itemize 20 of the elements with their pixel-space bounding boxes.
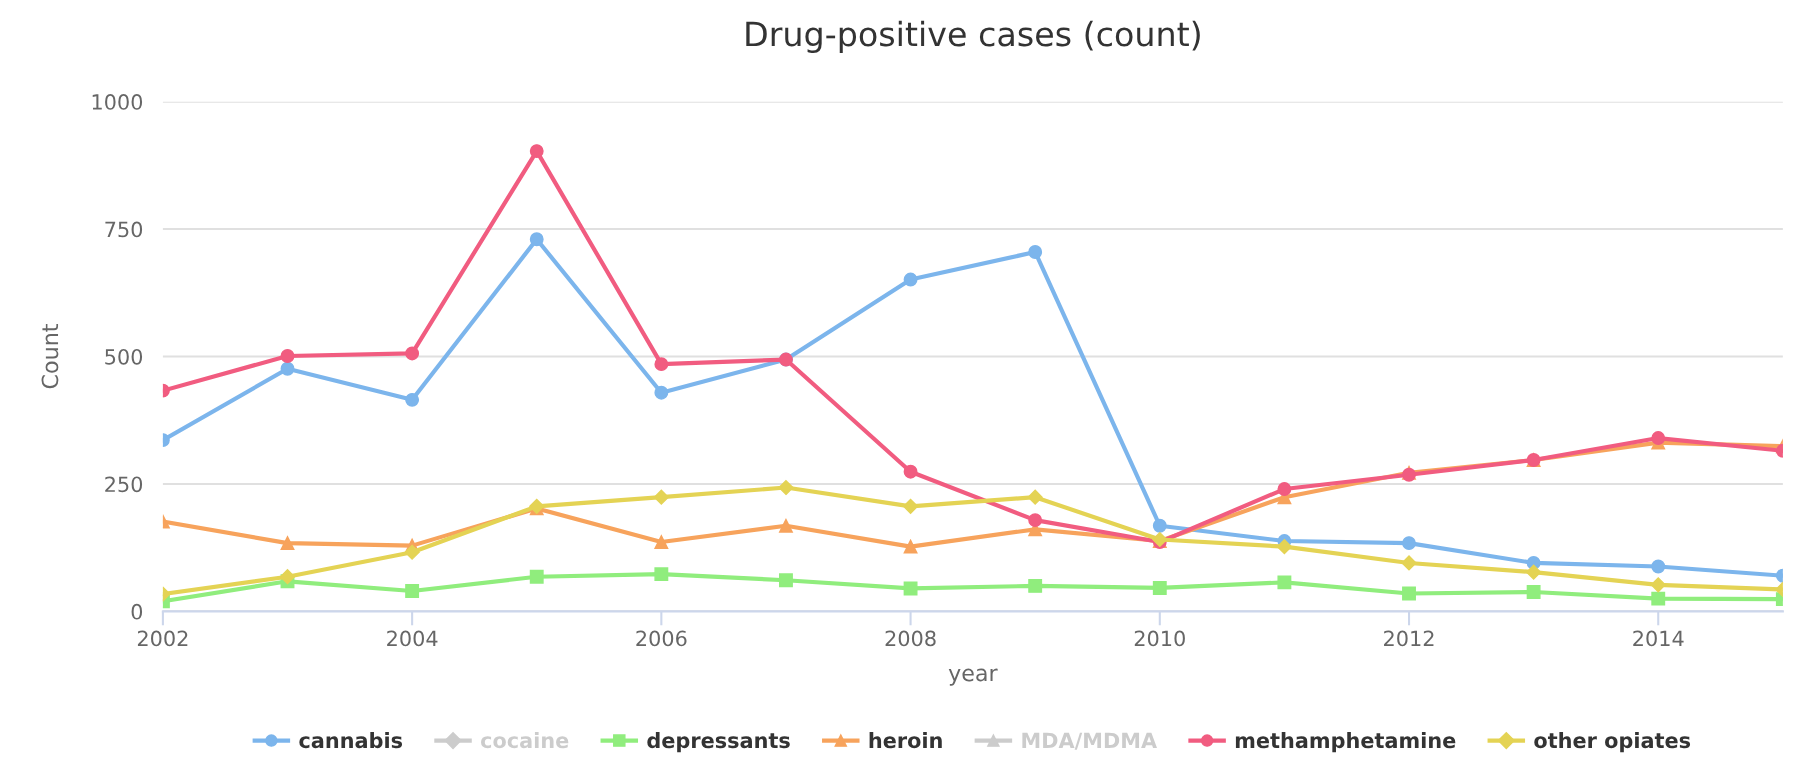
legend-label: cannabis [299, 732, 403, 749]
legend-label: depressants [647, 732, 790, 753]
x-tick-label: 2004 [387, 630, 438, 647]
x-axis-title: year [948, 668, 998, 686]
legend-label: methamphetamine [1235, 732, 1456, 753]
x-tick-label: 2008 [885, 630, 936, 647]
x-tick-label: 2010 [1134, 630, 1185, 647]
y-axis-title: Count [41, 324, 59, 389]
chart-title: Drug-positive cases (count) [746, 20, 1200, 54]
legend-label: other opiates [1534, 732, 1691, 753]
x-tick-label: 2014 [1633, 630, 1684, 647]
y-tick-label: 0 [131, 603, 143, 620]
x-tick-label: 2006 [636, 630, 687, 647]
y-tick-label: 1000 [92, 94, 143, 110]
x-tick-label: 2002 [137, 630, 188, 647]
y-tick-label: 750 [105, 221, 143, 238]
legend-label: heroin [869, 732, 942, 749]
y-tick-label: 500 [105, 348, 143, 365]
y-tick-label: 250 [105, 476, 143, 493]
x-tick-label: 2012 [1384, 630, 1434, 647]
